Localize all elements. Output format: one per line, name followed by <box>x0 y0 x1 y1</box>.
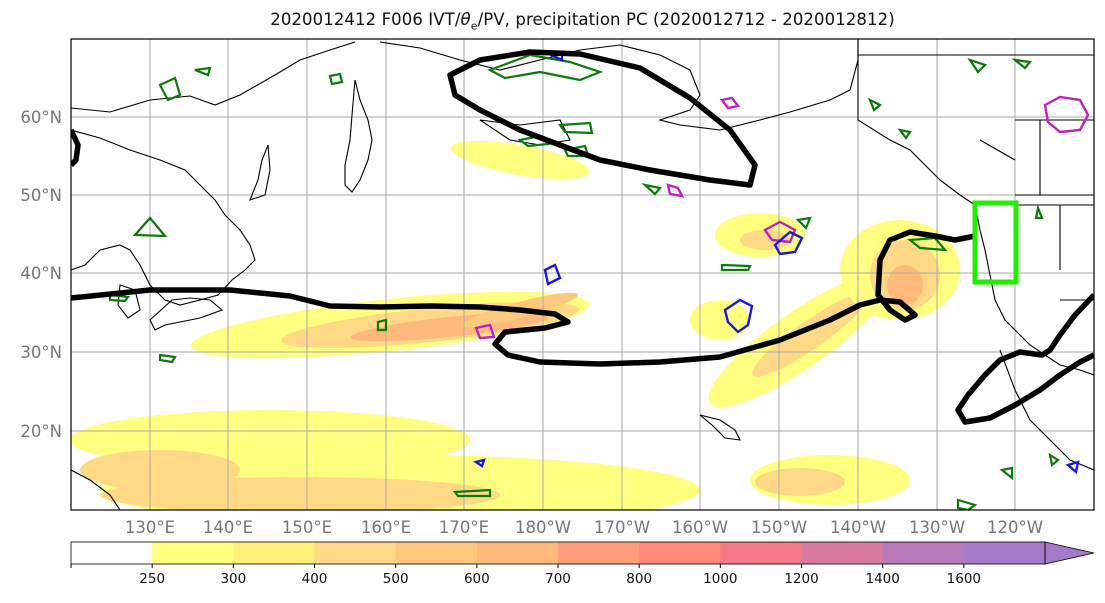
lon-label: 140°E <box>203 518 253 537</box>
colorbar-tick-label: 500 <box>383 571 409 587</box>
colorbar-segment <box>71 542 153 564</box>
colorbar-ticks: 250 300 400 500 600 700 800 1000 1200 1400 1600 <box>70 564 981 587</box>
pv-contours-blue <box>473 50 1080 475</box>
colorbar-segment <box>152 542 234 564</box>
colorbar-tick-label: 800 <box>626 571 652 587</box>
lat-label: 50°N <box>20 186 62 205</box>
map-frame <box>70 38 1095 511</box>
lon-label: 170°W <box>594 518 650 537</box>
colorbar-segment <box>476 542 559 564</box>
colorbar-tick-label: 400 <box>302 571 328 587</box>
colorbar-segments <box>71 542 1046 564</box>
colorbar-tick-label: 1600 <box>947 571 981 587</box>
colorbar-segment <box>558 542 640 564</box>
colorbar-segment <box>233 542 315 564</box>
colorbar-tick-label: 1200 <box>784 571 818 587</box>
target-region-box <box>972 200 1019 285</box>
pv-contours-magenta <box>474 95 1090 340</box>
lat-label: 40°N <box>20 264 62 283</box>
colorbar-tick-label: 700 <box>545 571 571 587</box>
colorbar-segment <box>720 542 802 564</box>
lon-label: 130°W <box>909 518 965 537</box>
title-suffix: /PV, precipitation PC (2020012712 - 2020… <box>477 10 895 29</box>
colorbar-segment <box>801 542 884 564</box>
lon-label: 150°W <box>751 518 807 537</box>
colorbar: 250 300 400 500 600 700 800 1000 1200 1400 1600 <box>70 541 1095 587</box>
lon-label: 150°E <box>282 518 332 537</box>
colorbar-extend-arrow <box>1044 541 1095 565</box>
lat-label: 60°N <box>20 108 62 127</box>
precipitation-shading <box>71 140 960 510</box>
title-prefix: 2020012412 F006 IVT/ <box>270 10 461 29</box>
ivt-contours <box>71 49 1094 425</box>
colorbar-segment <box>639 542 721 564</box>
lon-label: 170°E <box>439 518 489 537</box>
lon-label: 160°E <box>361 518 411 537</box>
colorbar-segment <box>395 542 478 564</box>
lon-label: 180°W <box>515 518 571 537</box>
map-area <box>71 39 1094 510</box>
lon-label: 130°E <box>125 518 175 537</box>
title-theta-sub: e <box>470 19 478 33</box>
latitude-labels: 60°N 50°N 40°N 30°N 20°N <box>20 108 62 441</box>
title-theta: θ <box>460 10 471 29</box>
figure-title: 2020012412 F006 IVT/θe/PV, precipitation… <box>0 10 1105 32</box>
colorbar-tick-label: 250 <box>139 571 165 587</box>
lat-label: 30°N <box>20 343 62 362</box>
colorbar-segment <box>314 542 397 564</box>
colorbar-tick-label: 1000 <box>703 571 737 587</box>
pv-contours-green <box>108 53 1060 510</box>
longitude-labels: 130°E 140°E 150°E 160°E 170°E 180°W 170°… <box>125 518 1043 537</box>
colorbar-segment <box>963 542 1046 564</box>
lon-label: 120°W <box>987 518 1043 537</box>
lon-label: 140°W <box>830 518 886 537</box>
lon-label: 160°W <box>672 518 728 537</box>
colorbar-tick-label: 300 <box>220 571 246 587</box>
lat-label: 20°N <box>20 422 62 441</box>
colorbar-tick-label: 1400 <box>865 571 899 587</box>
colorbar-segment <box>882 542 965 564</box>
colorbar-tick-label: 600 <box>464 571 490 587</box>
